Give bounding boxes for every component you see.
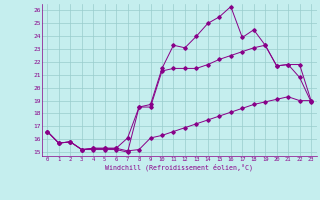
X-axis label: Windchill (Refroidissement éolien,°C): Windchill (Refroidissement éolien,°C) [105,163,253,171]
